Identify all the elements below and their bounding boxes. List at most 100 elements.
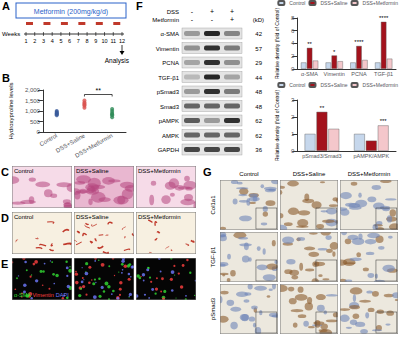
svg-text:2: 2 xyxy=(291,114,295,120)
svg-text:E: E xyxy=(1,258,8,270)
svg-text:+: + xyxy=(210,8,214,15)
svg-text:α-SMA: α-SMA xyxy=(161,31,179,37)
svg-text:36: 36 xyxy=(255,147,262,153)
svg-text:Control: Control xyxy=(14,214,33,220)
svg-text:1,500: 1,500 xyxy=(25,98,41,104)
svg-text:Control: Control xyxy=(289,0,305,6)
svg-text:29: 29 xyxy=(255,60,262,66)
svg-text:0: 0 xyxy=(37,129,41,135)
svg-text:Metformin (200mg/kg/d): Metformin (200mg/kg/d) xyxy=(34,8,108,16)
svg-text:PCNA: PCNA xyxy=(162,60,179,66)
svg-text:42: 42 xyxy=(255,31,262,37)
svg-text:AMPK: AMPK xyxy=(162,133,179,139)
svg-text:DSS+Saline: DSS+Saline xyxy=(54,132,86,154)
svg-text:pSmad3/Smad3: pSmad3/Smad3 xyxy=(302,153,341,159)
svg-text:Hydroxyproline levels: Hydroxyproline levels xyxy=(8,82,14,139)
svg-text:5: 5 xyxy=(59,38,62,44)
svg-text:1,000: 1,000 xyxy=(25,108,41,114)
svg-text:7: 7 xyxy=(77,38,80,44)
svg-text:pAMPK/AMPK: pAMPK/AMPK xyxy=(353,153,389,159)
svg-text:****: **** xyxy=(379,15,389,21)
svg-text:10: 10 xyxy=(101,38,107,44)
svg-text:11: 11 xyxy=(110,38,116,44)
svg-text:TGF-β1: TGF-β1 xyxy=(158,75,179,81)
html-text:B: B xyxy=(2,72,10,84)
svg-text:DSS+Metformin: DSS+Metformin xyxy=(74,132,114,158)
svg-text:44: 44 xyxy=(255,75,262,81)
svg-text:8: 8 xyxy=(86,38,89,44)
svg-text:***: *** xyxy=(380,118,388,124)
svg-text:+: + xyxy=(230,16,234,23)
svg-text:6: 6 xyxy=(68,38,71,44)
svg-text:8: 8 xyxy=(291,15,295,21)
svg-text:500: 500 xyxy=(30,119,41,125)
svg-text:Smad3: Smad3 xyxy=(160,104,180,110)
svg-text:Vimentin: Vimentin xyxy=(156,46,179,52)
svg-text:-: - xyxy=(191,8,194,15)
svg-text:DSS+Metformin: DSS+Metformin xyxy=(138,214,181,220)
svg-text:2,000: 2,000 xyxy=(25,87,41,93)
svg-text:62: 62 xyxy=(255,118,262,124)
svg-text:TGF-β1: TGF-β1 xyxy=(210,246,216,267)
svg-text:DSS+Saline: DSS+Saline xyxy=(320,0,347,6)
svg-text:G: G xyxy=(203,166,212,178)
svg-text:PCNA: PCNA xyxy=(351,71,367,77)
svg-text:6: 6 xyxy=(291,28,295,34)
svg-text:DSS+Metformin: DSS+Metformin xyxy=(138,168,181,174)
svg-text:**: ** xyxy=(307,41,312,47)
svg-text:DSS+Metformin: DSS+Metformin xyxy=(363,0,399,6)
svg-text:+: + xyxy=(230,8,234,15)
svg-text:0: 0 xyxy=(291,148,295,154)
svg-text:1: 1 xyxy=(24,38,27,44)
svg-text:Weeks: Weeks xyxy=(2,31,20,37)
svg-text:4: 4 xyxy=(51,38,54,44)
svg-text:pAMPK: pAMPK xyxy=(159,118,179,124)
svg-text:12: 12 xyxy=(119,38,125,44)
svg-text:2: 2 xyxy=(291,53,295,59)
svg-text:-: - xyxy=(191,16,194,23)
svg-text:Control: Control xyxy=(39,132,59,147)
svg-text:3: 3 xyxy=(291,97,295,103)
svg-text:**: ** xyxy=(96,87,102,94)
svg-text:2: 2 xyxy=(33,38,36,44)
svg-text:DSS+Saline: DSS+Saline xyxy=(320,82,347,88)
svg-text:48: 48 xyxy=(255,104,262,110)
svg-text:48: 48 xyxy=(255,89,262,95)
svg-text:****: **** xyxy=(354,39,364,45)
svg-text:DSS+Saline: DSS+Saline xyxy=(76,214,109,220)
svg-text:*: * xyxy=(333,49,336,55)
svg-text:Analysis: Analysis xyxy=(105,57,130,65)
svg-text:DSS+Saline: DSS+Saline xyxy=(76,168,109,174)
svg-text:0: 0 xyxy=(291,66,295,72)
svg-text:C: C xyxy=(1,166,9,178)
svg-text:D: D xyxy=(1,212,9,224)
svg-text:Control: Control xyxy=(239,171,258,177)
svg-text:9: 9 xyxy=(94,38,97,44)
svg-text:1: 1 xyxy=(291,131,295,137)
svg-text:pSmad3: pSmad3 xyxy=(157,89,180,95)
svg-text:DSS: DSS xyxy=(167,9,179,15)
svg-text:pSmad3: pSmad3 xyxy=(210,297,216,320)
svg-text:Col1a1: Col1a1 xyxy=(210,195,216,215)
svg-text:TGF-β1: TGF-β1 xyxy=(374,71,393,77)
svg-text:α-SMAVimentinDAPI: α-SMAVimentinDAPI xyxy=(14,292,69,298)
svg-text:DSS+Saline: DSS+Saline xyxy=(293,171,326,177)
svg-text:Vimentin: Vimentin xyxy=(324,71,345,77)
html-text:A: A xyxy=(2,0,10,12)
svg-text:DSS+Metformin: DSS+Metformin xyxy=(363,82,399,88)
svg-text:57: 57 xyxy=(255,46,262,52)
svg-text:Relative density (fold of Cont: Relative density (fold of Control) xyxy=(274,8,280,79)
svg-text:62: 62 xyxy=(255,133,262,139)
svg-text:Metformin: Metformin xyxy=(152,17,179,23)
svg-text:**: ** xyxy=(320,105,325,111)
svg-text:Control: Control xyxy=(289,82,305,88)
svg-text:(kD): (kD) xyxy=(253,17,264,23)
svg-text:GAPDH: GAPDH xyxy=(158,147,179,153)
svg-text:Control: Control xyxy=(14,168,33,174)
svg-text:α-SMA: α-SMA xyxy=(301,71,318,77)
svg-text:Relative density (fold of Cont: Relative density (fold of Control) xyxy=(274,90,280,161)
svg-text:DSS+Metformin: DSS+Metformin xyxy=(348,171,391,177)
svg-text:4: 4 xyxy=(291,40,295,46)
svg-text:3: 3 xyxy=(42,38,45,44)
svg-text:-: - xyxy=(211,16,214,23)
